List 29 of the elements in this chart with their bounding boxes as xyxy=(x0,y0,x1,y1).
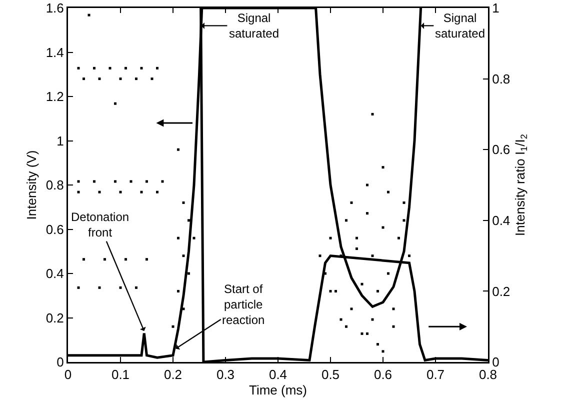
y-tick-label: 0.8 xyxy=(46,178,64,193)
y-tick-label: 0.6 xyxy=(46,222,64,237)
y-axis-title: Intensity (V) xyxy=(24,150,40,220)
x-tick-label: 0.1 xyxy=(111,367,130,382)
annotation: Signal saturated xyxy=(435,11,486,41)
y2-tick-label: 0.4 xyxy=(492,212,510,228)
annotation: Signal saturated xyxy=(229,11,280,41)
y2-tick-label: 0.6 xyxy=(492,142,510,158)
y2-tick-label: 0.2 xyxy=(492,284,510,299)
x-tick-label: 0.7 xyxy=(426,367,445,382)
y2-tick-label: 1 xyxy=(492,0,500,16)
y2-tick-label: 0 xyxy=(492,354,500,370)
y-tick-label: 1.4 xyxy=(46,44,64,60)
x-axis-title: Time (ms) xyxy=(248,382,308,398)
y-tick-label: 0 xyxy=(56,354,64,370)
y-tick-label: 1 xyxy=(56,133,64,148)
annotation: Detonation front xyxy=(71,210,130,240)
y-tick-label: 0.4 xyxy=(46,266,64,282)
y-tick-label: 1.2 xyxy=(46,89,64,104)
x-tick-label: 0.5 xyxy=(321,367,340,382)
y2-tick-label: 0.8 xyxy=(492,71,510,86)
y-tick-label: 0.2 xyxy=(46,310,64,326)
x-tick-label: 0.3 xyxy=(216,367,235,382)
x-tick-label: 0.6 xyxy=(374,367,392,382)
x-tick-label: 0.8 xyxy=(478,367,498,382)
y-tick-label: 1.6 xyxy=(46,0,64,16)
x-tick-label: 0.2 xyxy=(164,367,182,382)
x-tick-label: 0.4 xyxy=(268,367,288,382)
annotation: Start of particle reaction xyxy=(222,282,265,328)
